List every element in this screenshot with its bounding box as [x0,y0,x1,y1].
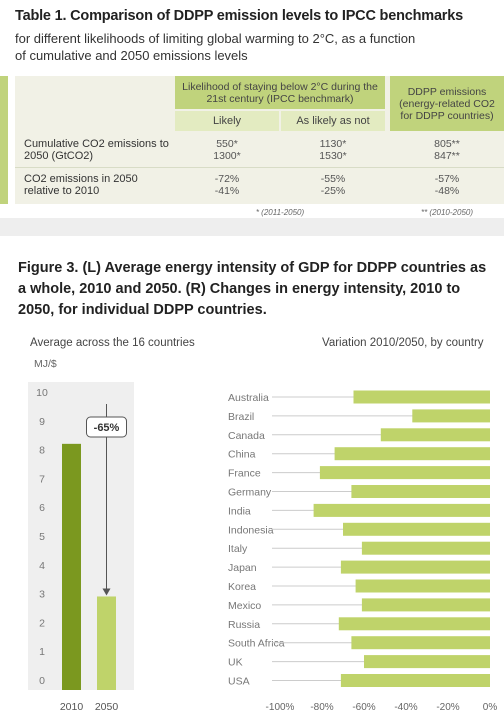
change-label: -65% [94,422,120,434]
x-tick-label: -20% [436,702,459,713]
row-separator [15,167,504,168]
x-tick-label: 2050 [95,701,119,713]
change-arrow-head [102,588,111,596]
left-chart-header: Average across the 16 countries [30,337,195,349]
y-tick-label: 6 [39,502,45,514]
country-label-uk: UK [228,657,243,669]
x-tick-label: -60% [352,702,375,713]
cell-cumulative-aslikely-2: 1530* [319,150,347,162]
bar-usa [340,674,490,687]
cell-2050-ddpp-2: -48% [434,185,460,197]
y-tick-label: 0 [39,675,45,687]
bar-2050 [97,596,116,690]
country-label-italy: Italy [228,543,248,555]
row-label-cumulative: Cumulative CO2 emissions to 2050 (GtCO2) [24,138,169,162]
y-tick-label: 2 [39,617,45,629]
country-label-germany: Germany [228,487,272,499]
bar-russia [338,617,490,631]
table-subtitle-line-1: for different likelihoods of limiting gl… [15,31,416,46]
country-label-brazil: Brazil [228,411,254,423]
bar-india [313,503,490,517]
cell-cumulative-ddpp-2: 847** [434,150,460,162]
y-tick-label: 9 [39,416,45,428]
bar-south-africa [351,636,490,650]
x-tick-label: -80% [310,702,333,713]
column-group-header-likelihood: Likelihood of staying below 2°C during t… [175,76,385,109]
table-subtitle-line-2: of cumulative and 2050 emissions levels [15,48,248,63]
cell-cumulative-likely-2: 1300* [213,150,241,162]
column-header-ddpp: DDPP emissions (energy-related CO2 for D… [390,76,504,131]
table-accent-strip [0,76,8,204]
bar-italy [361,541,490,555]
country-label-australia: Australia [228,392,269,404]
y-tick-label: 3 [39,589,45,601]
x-tick-label: 0% [483,702,498,713]
bar-indonesia [343,522,490,536]
country-label-mexico: Mexico [228,600,261,612]
section-divider [0,218,504,236]
cell-2050-aslikely-2: -25% [320,185,346,197]
country-label-china: China [228,449,256,461]
country-label-russia: Russia [228,619,260,631]
cell-2050-likely-2: -41% [214,185,240,197]
bar-australia [353,390,490,404]
cell-2050-ddpp-1: -57% [434,173,460,185]
figure-title: Figure 3. (L) Average energy intensity o… [18,260,487,318]
bar-2010 [62,443,81,690]
change-label-box [86,416,127,438]
country-label-usa: USA [228,676,250,688]
country-label-canada: Canada [228,430,265,442]
country-label-india: India [228,505,251,517]
bar-japan [340,560,490,574]
y-tick-label: 8 [39,445,45,457]
bar-uk [364,655,490,669]
y-tick-label: 10 [36,387,48,399]
cell-2050-likely-1: -72% [214,173,240,185]
y-tick-label: 7 [39,473,45,485]
footnote-ddpp: ** (2010-2050) [420,208,474,217]
row-label-2050: CO2 emissions in 2050 relative to 2010 [24,173,138,197]
bar-france [319,466,490,480]
bar-mexico [361,598,490,612]
x-tick-label: 2010 [60,701,84,713]
x-tick-label: -100% [266,702,295,713]
cell-cumulative-ddpp-1: 805** [434,138,460,150]
bar-canada [380,428,490,442]
country-label-france: France [228,468,261,480]
column-header-as-likely: As likely as not [281,111,385,131]
country-label-indonesia: Indonesia [228,524,274,536]
cell-2050-aslikely-1: -55% [320,173,346,185]
y-tick-label: 5 [39,531,45,543]
cell-cumulative-likely-1: 550* [216,138,238,150]
bar-china [334,447,490,461]
y-tick-label: 4 [39,560,45,572]
y-axis-unit: MJ/$ [34,358,57,370]
country-label-south-africa: South Africa [228,638,285,650]
x-tick-label: -40% [394,702,417,713]
y-tick-label: 1 [39,646,45,658]
country-label-japan: Japan [228,562,257,574]
column-header-likely: Likely [175,111,279,131]
table-title: Table 1. Comparison of DDPP emission lev… [15,8,463,24]
right-chart-header: Variation 2010/2050, by country [322,337,484,349]
bar-brazil [412,409,490,423]
bar-germany [351,485,490,498]
cell-cumulative-aslikely-1: 1130* [319,138,347,150]
country-label-korea: Korea [228,581,256,593]
bar-korea [355,579,490,593]
footnote-ipcc: * (2011-2050) [255,208,305,217]
